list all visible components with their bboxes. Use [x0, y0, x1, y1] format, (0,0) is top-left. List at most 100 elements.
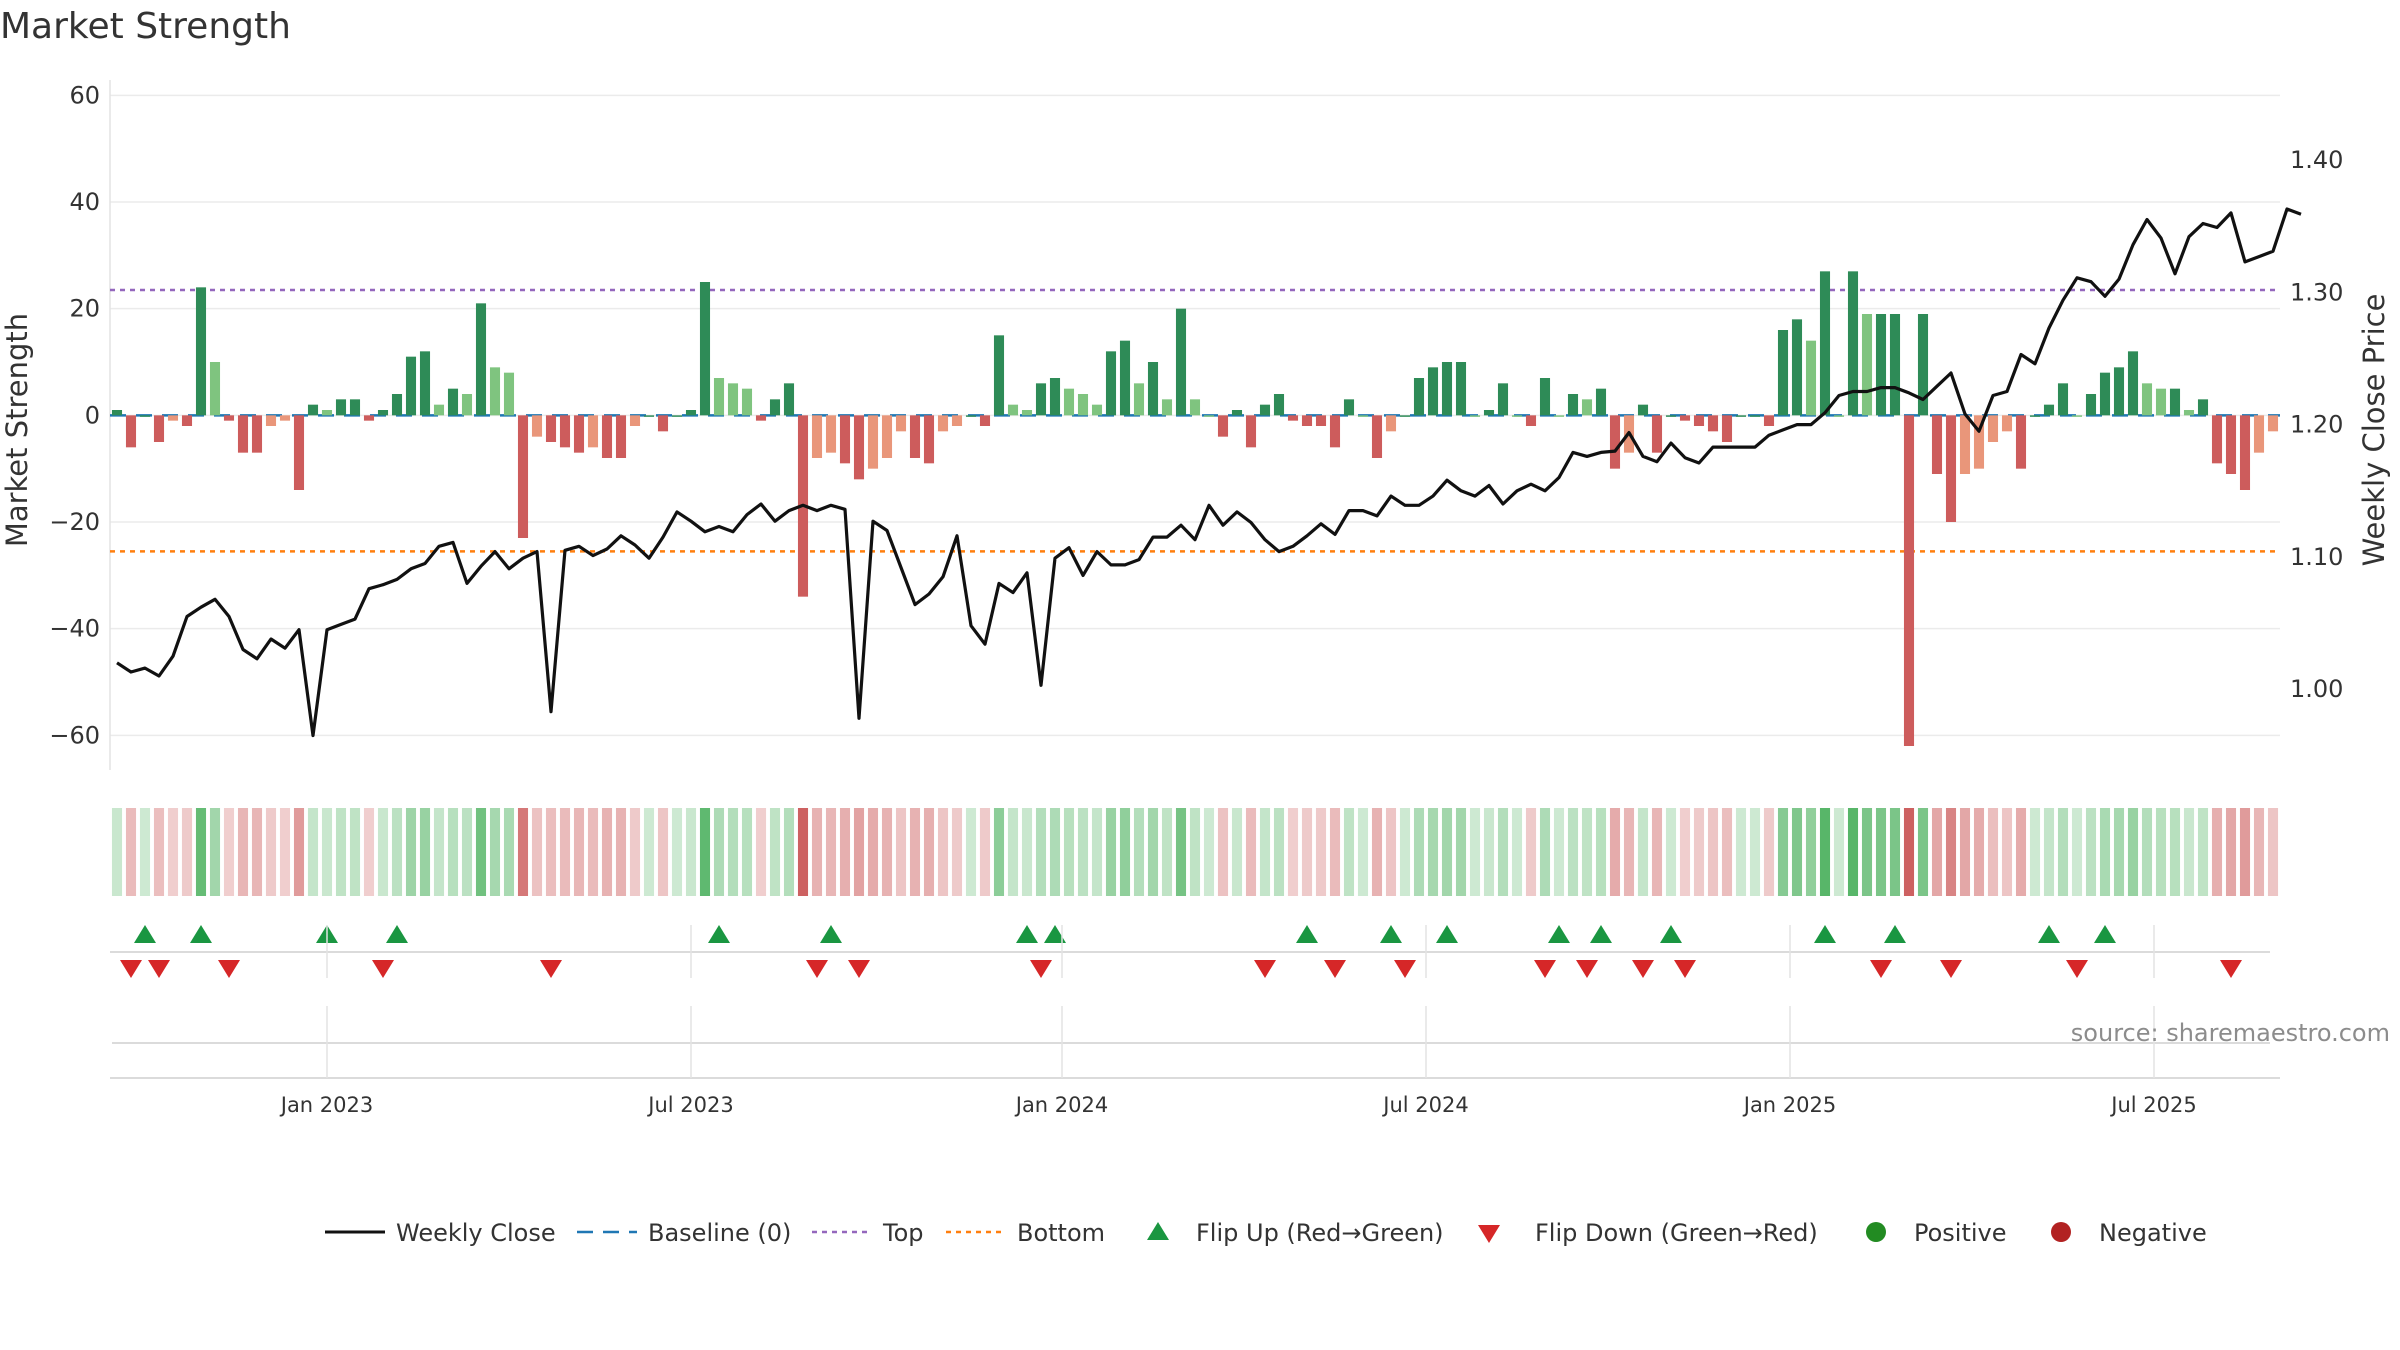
heat-cell	[1693, 808, 1705, 896]
strength-bar	[447, 388, 459, 416]
heat-cell	[1973, 808, 1985, 896]
strength-bar	[531, 415, 543, 437]
heat-cell	[2085, 808, 2097, 896]
heat-cell	[125, 808, 137, 896]
strength-bar	[1469, 415, 1481, 417]
left-y-tick: 20	[69, 295, 100, 323]
heat-cell	[1161, 808, 1173, 896]
heat-cell	[139, 808, 151, 896]
flip-up-icon	[1147, 1222, 1169, 1240]
strength-bar	[139, 415, 151, 417]
heat-cell	[1077, 808, 1089, 896]
heat-cell	[1385, 808, 1397, 896]
strength-bar	[1931, 415, 1943, 474]
flip-up-marker	[1660, 925, 1682, 943]
strength-bar	[1665, 415, 1677, 417]
heat-cell	[1833, 808, 1845, 896]
flip-down-marker	[372, 960, 394, 978]
heat-cell	[265, 808, 277, 896]
heat-cell	[1497, 808, 1509, 896]
heat-cell	[1413, 808, 1425, 896]
strength-bar	[1749, 415, 1761, 417]
flip-down-marker	[120, 960, 142, 978]
strength-bar	[601, 415, 613, 458]
heat-cell	[1651, 808, 1663, 896]
flip-down-marker	[1030, 960, 1052, 978]
chart-title: Market Strength	[0, 6, 291, 47]
heat-cell	[2267, 808, 2279, 896]
heat-cell	[1637, 808, 1649, 896]
heat-cell	[1483, 808, 1495, 896]
heat-cell	[1819, 808, 1831, 896]
flip-down-marker	[218, 960, 240, 978]
flip-up-marker	[386, 925, 408, 943]
date-axis: Jan 2023 Jul 2023 Jan 2024 Jul 2024 Jan 2025…	[110, 925, 2280, 1117]
flip-down-marker	[2066, 960, 2088, 978]
heat-cell	[1007, 808, 1019, 896]
strength-bar	[993, 335, 1005, 416]
strength-bar	[671, 415, 683, 417]
legend-flip-down-label: Flip Down (Green→Red)	[1535, 1219, 1818, 1247]
positive-dot-icon	[1866, 1222, 1886, 1242]
heat-cell	[685, 808, 697, 896]
source-credit: source: sharemaestro.com	[2071, 1019, 2390, 1047]
strength-bar	[1861, 314, 1873, 416]
heat-cell	[1875, 808, 1887, 896]
flip-down-marker	[1254, 960, 1276, 978]
strength-bar	[2113, 367, 2125, 416]
strength-bar	[1707, 415, 1719, 432]
heat-cell	[251, 808, 263, 896]
heat-cell	[1511, 808, 1523, 896]
strength-bar	[1679, 415, 1691, 421]
heat-cell	[2239, 808, 2251, 896]
legend-bottom: Bottom	[946, 1219, 1105, 1247]
strength-bar	[2239, 415, 2251, 490]
heat-cell	[559, 808, 571, 896]
strength-bar	[1077, 394, 1089, 416]
strength-bar	[251, 415, 263, 453]
flip-up-marker	[1016, 925, 1038, 943]
heat-cell	[391, 808, 403, 896]
heat-cell	[1777, 808, 1789, 896]
strength-bar	[377, 410, 389, 416]
heat-cell	[1357, 808, 1369, 896]
strength-bar	[979, 415, 991, 426]
right-y-tick: 1.20	[2290, 411, 2343, 439]
legend: Weekly Close Baseline (0) Top Bottom Fli…	[325, 1219, 2207, 1247]
heat-cell	[1623, 808, 1635, 896]
strength-bar	[195, 287, 207, 416]
heat-cell	[1287, 808, 1299, 896]
heat-cell	[867, 808, 879, 896]
heat-cell	[727, 808, 739, 896]
strength-bar	[1833, 415, 1845, 417]
heat-cell	[2211, 808, 2223, 896]
strength-bar	[1917, 314, 1929, 416]
strength-bar	[1553, 415, 1565, 417]
strength-bar	[1455, 362, 1467, 416]
strength-bar	[363, 415, 375, 421]
strength-bar	[419, 351, 431, 416]
flip-down-marker	[148, 960, 170, 978]
legend-flip-down: Flip Down (Green→Red)	[1478, 1219, 1818, 1247]
strength-bar	[307, 404, 319, 416]
heat-cell	[1763, 808, 1775, 896]
strength-bar	[2155, 388, 2167, 416]
heat-cell	[307, 808, 319, 896]
strength-bar	[1007, 404, 1019, 416]
heat-cell	[363, 808, 375, 896]
right-y-tick: 1.30	[2290, 278, 2343, 306]
strength-bar	[1581, 399, 1593, 416]
heat-cell	[209, 808, 221, 896]
flip-up-marker	[1814, 925, 1836, 943]
strength-bar	[1203, 415, 1215, 417]
heat-cell	[167, 808, 179, 896]
negative-dot-icon	[2051, 1222, 2071, 1242]
flip-up-marker	[1380, 925, 1402, 943]
strength-bar	[1091, 404, 1103, 416]
strength-bar	[1497, 383, 1509, 416]
heat-cell	[951, 808, 963, 896]
heat-cell	[1469, 808, 1481, 896]
flip-up-marker	[2038, 925, 2060, 943]
heat-cell	[489, 808, 501, 896]
strength-bar	[2071, 415, 2083, 417]
